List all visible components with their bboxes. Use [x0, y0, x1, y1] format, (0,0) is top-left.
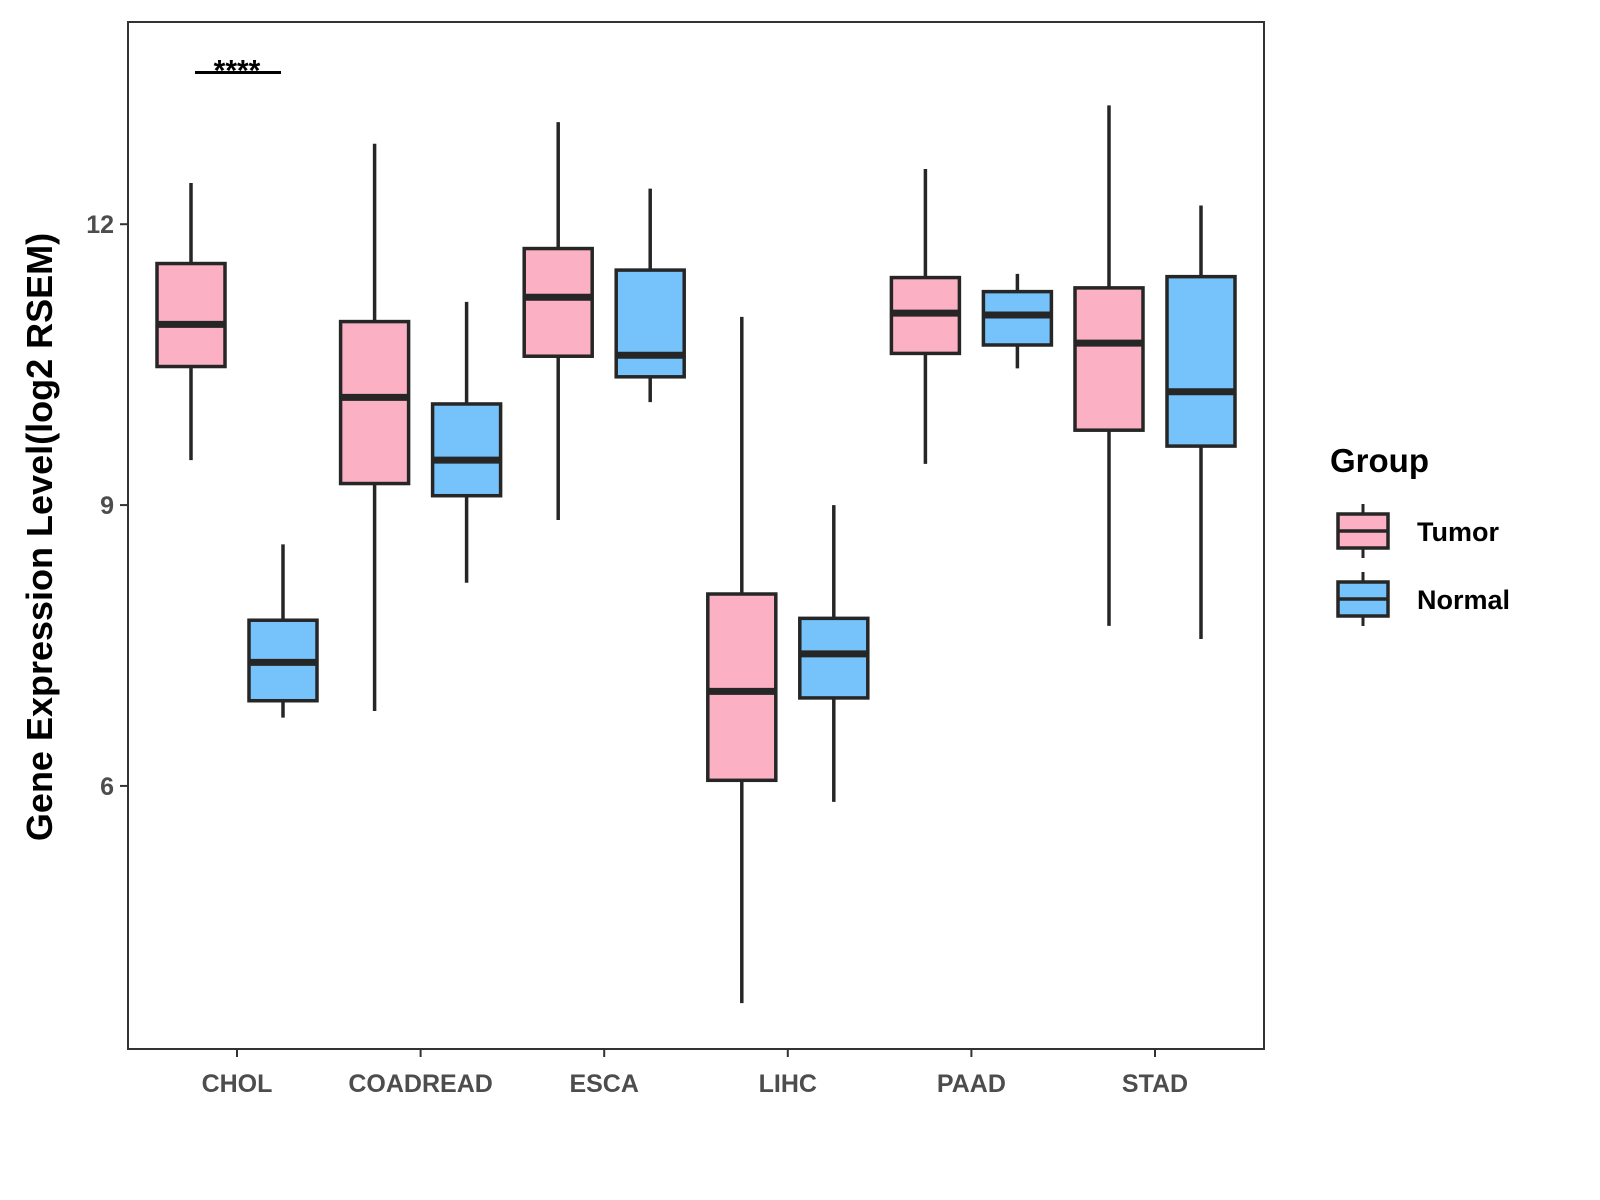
box-tumor-esca: [522, 122, 594, 521]
legend-label: Tumor: [1417, 517, 1499, 547]
box: [155, 261, 227, 369]
significance-label: ****: [214, 55, 261, 88]
box-tumor-lihc: [706, 316, 778, 1004]
x-tick-label: COADREAD: [348, 1070, 492, 1098]
box-tumor-coadread: [338, 143, 411, 712]
box-tumor-stad: [1073, 105, 1145, 626]
y-tick-label: 6: [100, 773, 114, 801]
x-tick-label: ESCA: [569, 1070, 638, 1098]
box-tumor-chol: [155, 183, 227, 461]
plot-panel: [127, 21, 1265, 1050]
box-normal-stad: [1165, 205, 1237, 639]
box: [430, 402, 503, 498]
x-tick-label: PAAD: [937, 1070, 1006, 1098]
y-tick-label: 12: [86, 211, 114, 239]
box-normal-coadread: [430, 301, 503, 583]
box-tumor-paad: [889, 168, 962, 464]
x-tick-label: STAD: [1122, 1070, 1188, 1098]
box-normal-paad: [981, 273, 1054, 369]
box: [522, 246, 594, 358]
legend-item-tumor: Tumor: [1336, 504, 1499, 558]
box: [1165, 274, 1237, 448]
box-normal-esca: [614, 188, 686, 403]
x-tick-label: LIHC: [759, 1070, 817, 1098]
y-tick-label: 9: [100, 492, 114, 520]
box: [706, 592, 778, 783]
box: [338, 319, 411, 486]
legend: Group Tumor Normal: [1330, 442, 1510, 626]
x-tick-label: CHOL: [202, 1070, 273, 1098]
y-axis-label: Gene Expression Level(log2 RSEM): [19, 233, 60, 841]
box-normal-lihc: [798, 505, 870, 802]
legend-label: Normal: [1417, 585, 1510, 615]
legend-item-normal: Normal: [1336, 572, 1510, 626]
box-normal-chol: [247, 544, 319, 718]
legend-title: Group: [1330, 442, 1429, 479]
box: [614, 268, 686, 379]
box: [798, 616, 870, 700]
box: [1073, 286, 1145, 432]
